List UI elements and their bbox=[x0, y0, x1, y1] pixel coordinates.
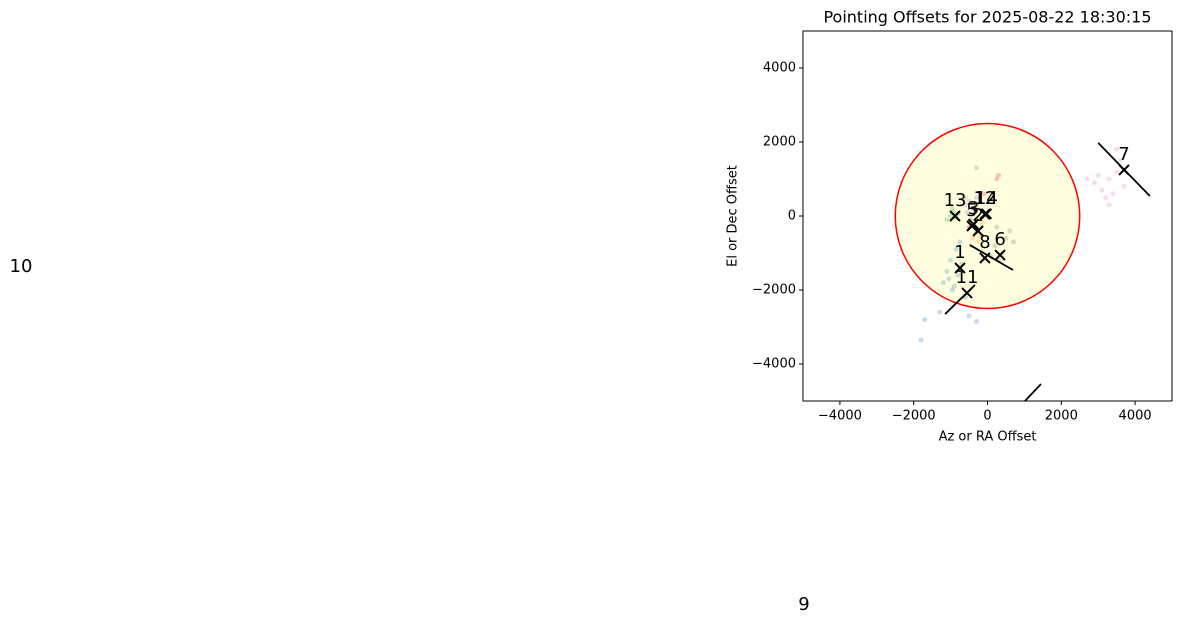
center-marker bbox=[994, 249, 1006, 261]
center-marker bbox=[954, 262, 966, 274]
annotation: 10 bbox=[10, 256, 33, 277]
point bbox=[1106, 202, 1112, 208]
plot-area bbox=[894, 122, 1151, 401]
point bbox=[918, 337, 924, 343]
x-tick-label: −4000 bbox=[818, 409, 862, 424]
point bbox=[948, 213, 954, 219]
point bbox=[994, 224, 1000, 230]
point bbox=[979, 220, 985, 226]
point bbox=[944, 217, 950, 223]
y-tick-label: 2000 bbox=[763, 135, 796, 150]
direction-line bbox=[1024, 383, 1042, 401]
center-marker bbox=[967, 218, 980, 230]
center-label: 1 bbox=[954, 242, 965, 263]
point bbox=[1095, 172, 1101, 178]
center-label: 12 bbox=[973, 188, 996, 209]
point bbox=[970, 206, 976, 212]
center-label: 6 bbox=[994, 229, 1005, 250]
y-tick-label: 4000 bbox=[763, 61, 796, 76]
point bbox=[1121, 183, 1127, 189]
center-marker bbox=[961, 287, 973, 299]
point bbox=[1007, 228, 1013, 234]
x-tick-label: 0 bbox=[983, 409, 991, 424]
center-label: 2 bbox=[972, 205, 983, 226]
point bbox=[1084, 176, 1090, 182]
point bbox=[955, 272, 961, 278]
point bbox=[951, 283, 957, 289]
x-tick-label: 4000 bbox=[1119, 409, 1152, 424]
point bbox=[953, 246, 959, 252]
center-label: 11 bbox=[956, 267, 979, 288]
y-axis-label: El or Dec Offset bbox=[726, 165, 741, 267]
chart-title: Pointing Offsets for 2025-08-22 18:30:15 bbox=[823, 8, 1151, 27]
point bbox=[1092, 180, 1098, 186]
point bbox=[966, 198, 972, 204]
point bbox=[1103, 195, 1109, 200]
point bbox=[975, 239, 981, 245]
center-label: 7 bbox=[1118, 144, 1129, 165]
point bbox=[966, 313, 972, 319]
y-tick-label: 0 bbox=[788, 209, 796, 224]
x-tick-label: 2000 bbox=[1045, 409, 1078, 424]
point bbox=[922, 317, 928, 323]
point bbox=[973, 195, 979, 200]
point bbox=[1110, 191, 1116, 197]
point bbox=[970, 235, 976, 241]
y-tick-label: −2000 bbox=[752, 283, 796, 298]
center-label: 5 bbox=[966, 200, 977, 221]
annotation: 9 bbox=[798, 594, 809, 615]
center-marker bbox=[1118, 164, 1130, 176]
center-label: 14 bbox=[975, 188, 998, 209]
point bbox=[1114, 146, 1120, 152]
point bbox=[1010, 239, 1016, 245]
y-tick-label: −4000 bbox=[752, 357, 796, 372]
x-tick-label: −2000 bbox=[892, 409, 936, 424]
point bbox=[949, 206, 955, 212]
center-label: 8 bbox=[979, 232, 990, 253]
center-label: 3 bbox=[968, 198, 979, 219]
point bbox=[1106, 176, 1112, 182]
point bbox=[946, 276, 952, 282]
point bbox=[948, 257, 954, 263]
x-axis-label: Az or RA Offset bbox=[939, 430, 1037, 445]
point bbox=[949, 287, 955, 293]
point bbox=[940, 280, 946, 286]
point bbox=[994, 176, 1000, 182]
point bbox=[1114, 169, 1120, 175]
center-marker bbox=[972, 225, 984, 237]
point bbox=[996, 172, 1002, 178]
center-marker bbox=[980, 208, 993, 220]
direction-line bbox=[969, 244, 1014, 271]
point bbox=[1003, 235, 1009, 241]
point bbox=[962, 195, 968, 200]
center-label: 13 bbox=[944, 190, 967, 211]
point bbox=[964, 209, 970, 215]
point bbox=[973, 165, 979, 171]
point bbox=[981, 191, 987, 197]
point bbox=[973, 202, 979, 208]
point bbox=[944, 269, 950, 274]
point bbox=[962, 202, 968, 208]
center-marker bbox=[949, 210, 961, 222]
point bbox=[992, 243, 998, 249]
center-marker bbox=[979, 252, 991, 264]
point bbox=[973, 318, 979, 324]
point bbox=[1099, 187, 1105, 193]
point bbox=[937, 309, 943, 315]
point bbox=[957, 239, 963, 245]
point bbox=[1117, 158, 1123, 163]
